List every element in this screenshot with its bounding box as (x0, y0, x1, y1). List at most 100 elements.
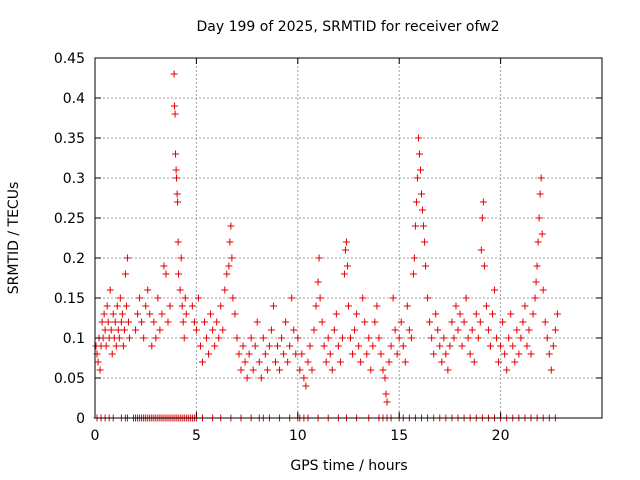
data-point (160, 262, 168, 270)
data-point (172, 166, 180, 174)
data-point (121, 270, 129, 278)
data-point (100, 310, 108, 318)
data-point (203, 334, 211, 342)
data-point (302, 382, 310, 390)
data-point (107, 326, 115, 334)
data-point (405, 326, 413, 334)
data-point (249, 366, 257, 374)
data-point (442, 350, 450, 358)
data-point (282, 318, 290, 326)
y-tick-label: 0.3 (63, 171, 85, 187)
data-point (174, 238, 182, 246)
data-point (428, 334, 436, 342)
data-point (115, 334, 123, 342)
data-point (411, 222, 419, 230)
data-point (176, 286, 184, 294)
data-point (146, 310, 154, 318)
data-point (112, 342, 120, 350)
data-point (458, 342, 466, 350)
data-point (215, 334, 223, 342)
data-point (422, 262, 430, 270)
data-point (296, 366, 304, 374)
data-point (511, 358, 519, 366)
data-point (523, 342, 531, 350)
data-point (407, 334, 415, 342)
data-point (521, 302, 529, 310)
data-point (495, 358, 503, 366)
data-point (175, 270, 183, 278)
y-tick-label: 0.05 (54, 371, 85, 387)
data-point (136, 294, 144, 302)
data-point (363, 350, 371, 358)
data-point (536, 190, 544, 198)
data-point (290, 326, 298, 334)
data-point (432, 310, 440, 318)
data-point (300, 374, 308, 382)
data-point (351, 326, 359, 334)
data-point (94, 358, 102, 366)
data-point (263, 366, 271, 374)
data-point (415, 150, 423, 158)
data-point (399, 342, 407, 350)
data-point (410, 254, 418, 262)
data-point (537, 174, 545, 182)
data-point (393, 350, 401, 358)
data-point (336, 358, 344, 366)
data-point (223, 270, 231, 278)
data-point (315, 254, 323, 262)
data-point (152, 334, 160, 342)
data-point (357, 358, 365, 366)
data-point (497, 342, 505, 350)
data-point (382, 390, 390, 398)
data-point (276, 366, 284, 374)
data-point (231, 310, 239, 318)
data-point (172, 150, 180, 158)
data-point (211, 342, 219, 350)
data-point (96, 366, 104, 374)
data-point (419, 206, 427, 214)
y-tick-label: 0.1 (63, 331, 85, 347)
data-point (98, 318, 106, 326)
data-point (480, 262, 488, 270)
data-point (355, 342, 363, 350)
data-point (103, 302, 111, 310)
data-point (448, 318, 456, 326)
data-point (401, 358, 409, 366)
data-point (549, 342, 557, 350)
data-point (320, 342, 328, 350)
data-point (513, 326, 521, 334)
data-point (174, 198, 182, 206)
data-point (170, 70, 178, 78)
data-point (144, 286, 152, 294)
data-point (491, 286, 499, 294)
data-point (365, 334, 373, 342)
data-point (308, 366, 316, 374)
data-point (477, 246, 485, 254)
data-point (109, 310, 117, 318)
data-point (255, 358, 263, 366)
y-tick-label: 0.2 (63, 251, 85, 267)
data-point (543, 334, 551, 342)
data-point (379, 366, 387, 374)
data-point (124, 318, 132, 326)
data-point (373, 302, 381, 310)
data-point (474, 334, 482, 342)
data-point (314, 278, 322, 286)
data-point (114, 326, 122, 334)
data-point (503, 366, 511, 374)
data-point (359, 294, 367, 302)
data-points (92, 70, 561, 422)
data-point (519, 318, 527, 326)
data-point (426, 318, 434, 326)
data-point (444, 366, 452, 374)
data-point (182, 310, 190, 318)
data-point (478, 214, 486, 222)
data-point (324, 334, 332, 342)
data-point (134, 310, 142, 318)
data-point (532, 278, 540, 286)
data-point (243, 374, 251, 382)
y-tick-label: 0 (76, 411, 85, 427)
y-axis-title: SRMTID / TECUs (6, 182, 22, 295)
data-point (228, 254, 236, 262)
